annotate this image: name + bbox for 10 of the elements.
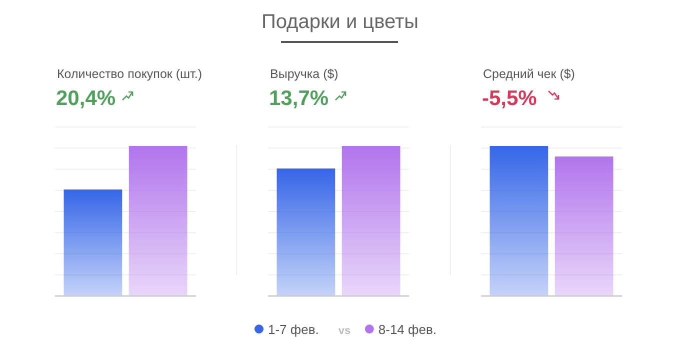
legend-label: 8-14 фев. xyxy=(378,322,436,337)
text: Подарки и цветы xyxy=(261,11,419,33)
chart-title: Выручка ($) xyxy=(270,67,338,81)
chart-subtitle: 13,7% xyxy=(269,87,329,110)
text: vs xyxy=(338,325,351,337)
chart-title: Средний чек ($) xyxy=(483,67,575,81)
chart-title: Количество покупок (шт.) xyxy=(57,67,202,81)
chart-subtitle: 20,4% xyxy=(56,87,116,110)
legend-label: 1-7 фев. xyxy=(268,322,319,337)
chart-subtitle: -5,5% xyxy=(482,87,538,110)
